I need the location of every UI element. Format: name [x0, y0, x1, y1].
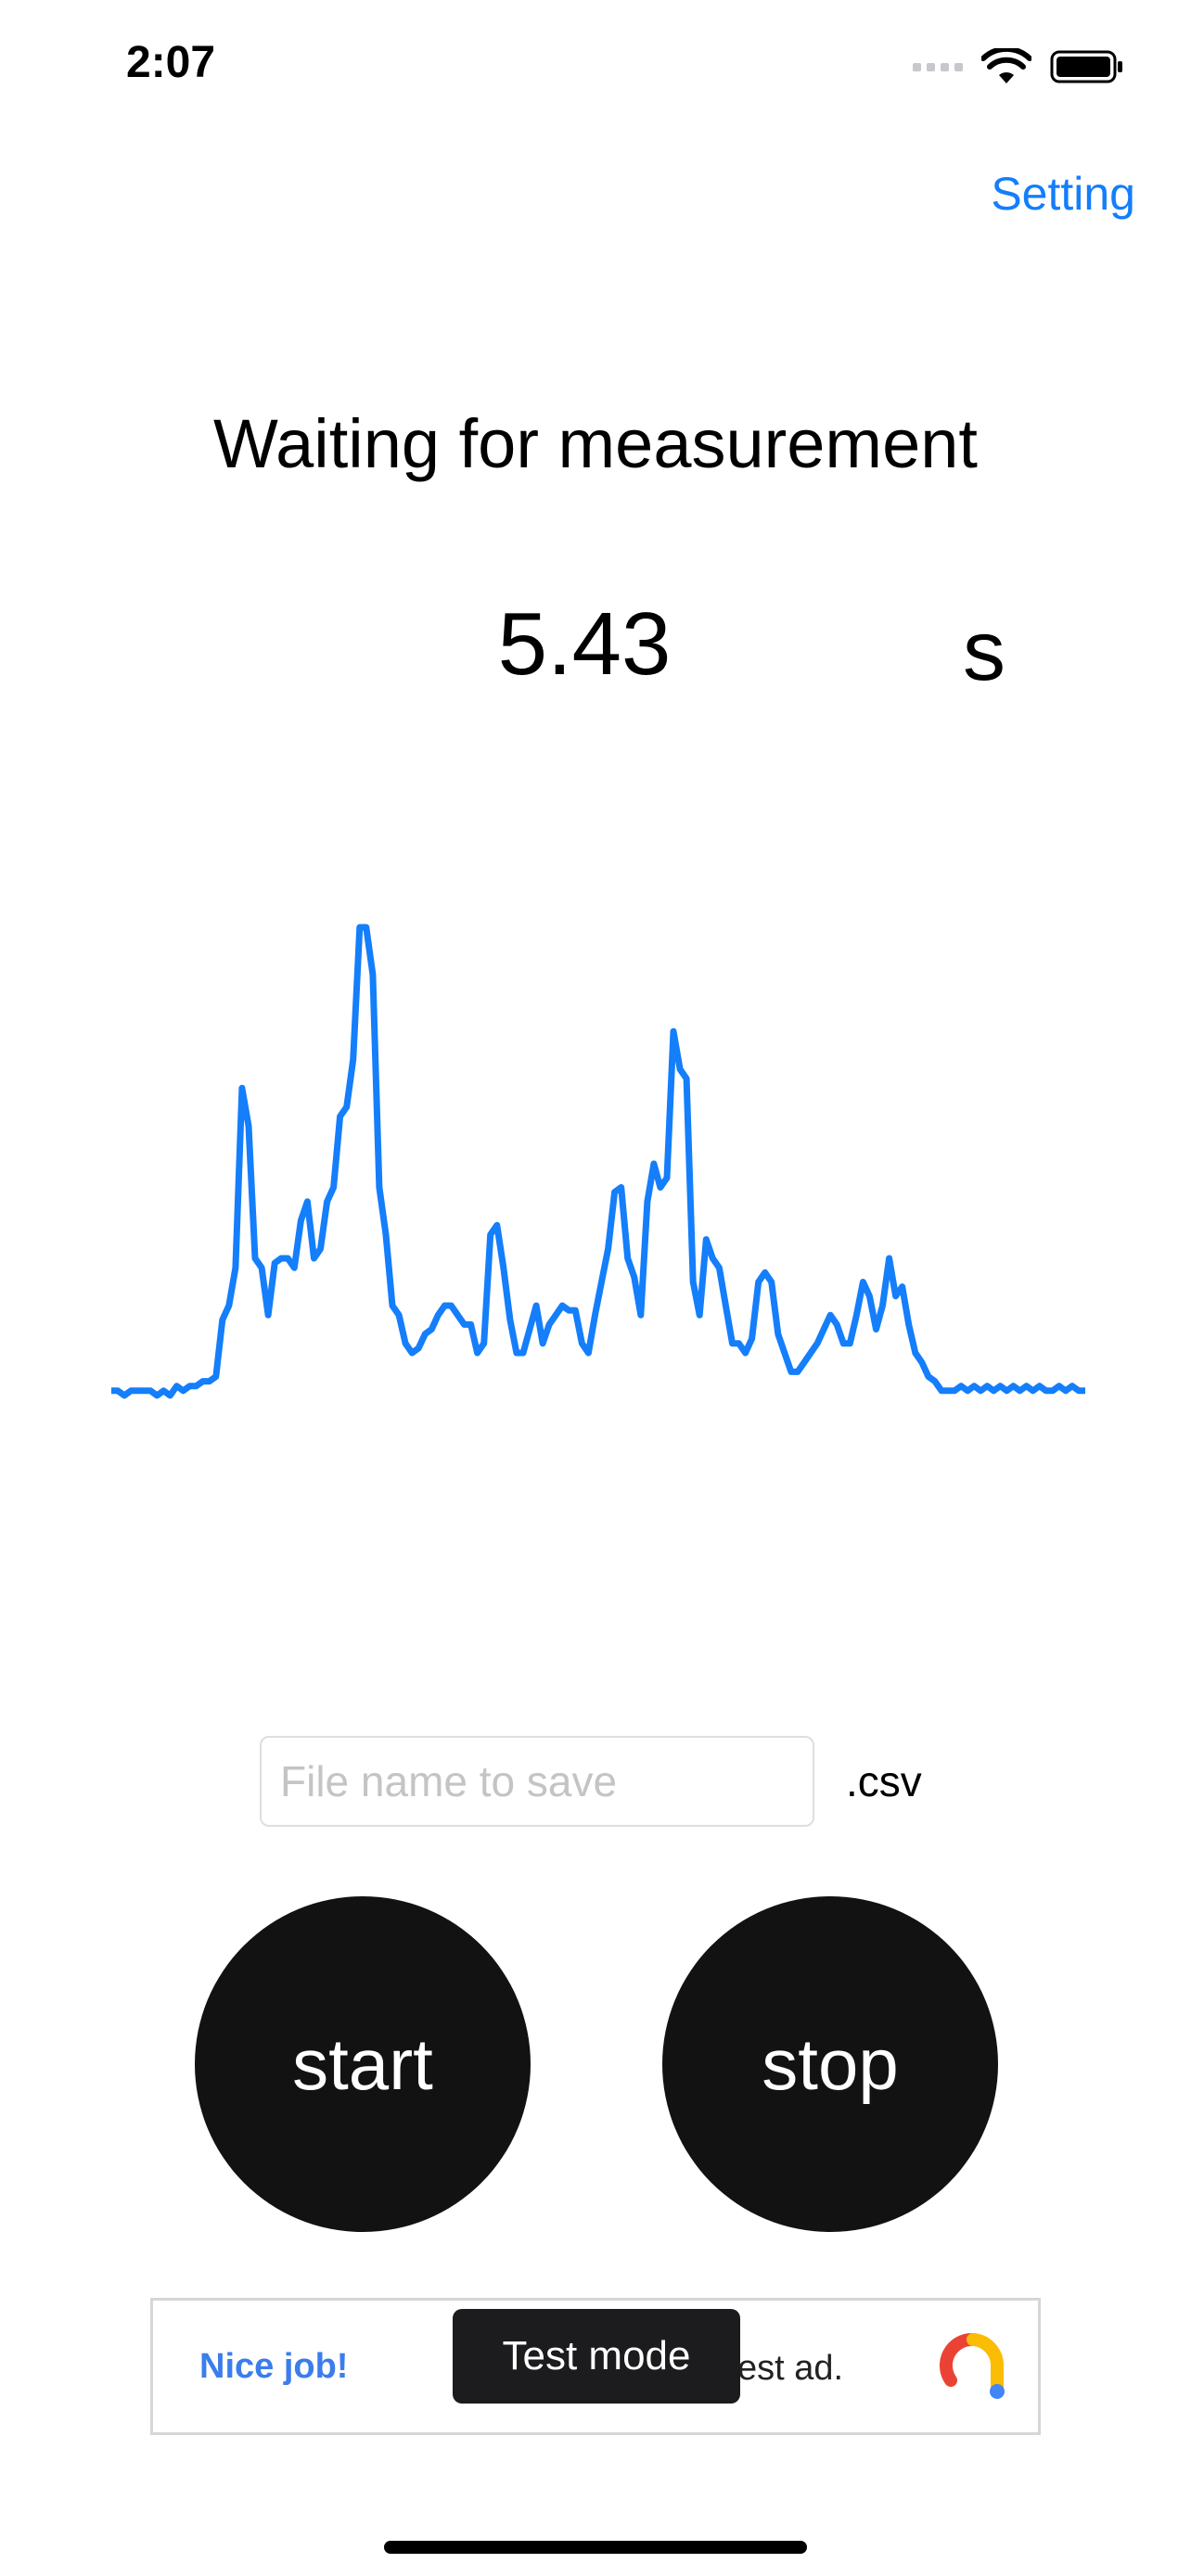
file-extension-label: .csv [846, 1757, 922, 1805]
cellular-signal-icon [913, 62, 963, 71]
wifi-icon [981, 48, 1031, 83]
measurement-status-text: Waiting for measurement [213, 405, 978, 482]
file-name-input[interactable] [260, 1736, 814, 1827]
elapsed-time-value: 5.43 [497, 594, 672, 694]
ad-body-text: est ad. [737, 2349, 844, 2388]
home-indicator [384, 2541, 807, 2554]
elapsed-time-unit: s [963, 604, 1005, 698]
setting-button[interactable]: Setting [991, 168, 1135, 220]
stop-button[interactable]: stop [662, 1896, 998, 2232]
test-mode-badge: Test mode [453, 2309, 740, 2404]
status-icons [913, 45, 1124, 89]
battery-icon [1050, 50, 1122, 83]
ad-logo-icon [940, 2333, 1005, 2399]
waveform-series-line [111, 924, 1085, 1399]
start-button[interactable]: start [195, 1896, 531, 2232]
waveform-chart [111, 924, 1085, 1399]
status-time: 2:07 [126, 38, 216, 87]
ad-headline: Nice job! [199, 2347, 349, 2386]
